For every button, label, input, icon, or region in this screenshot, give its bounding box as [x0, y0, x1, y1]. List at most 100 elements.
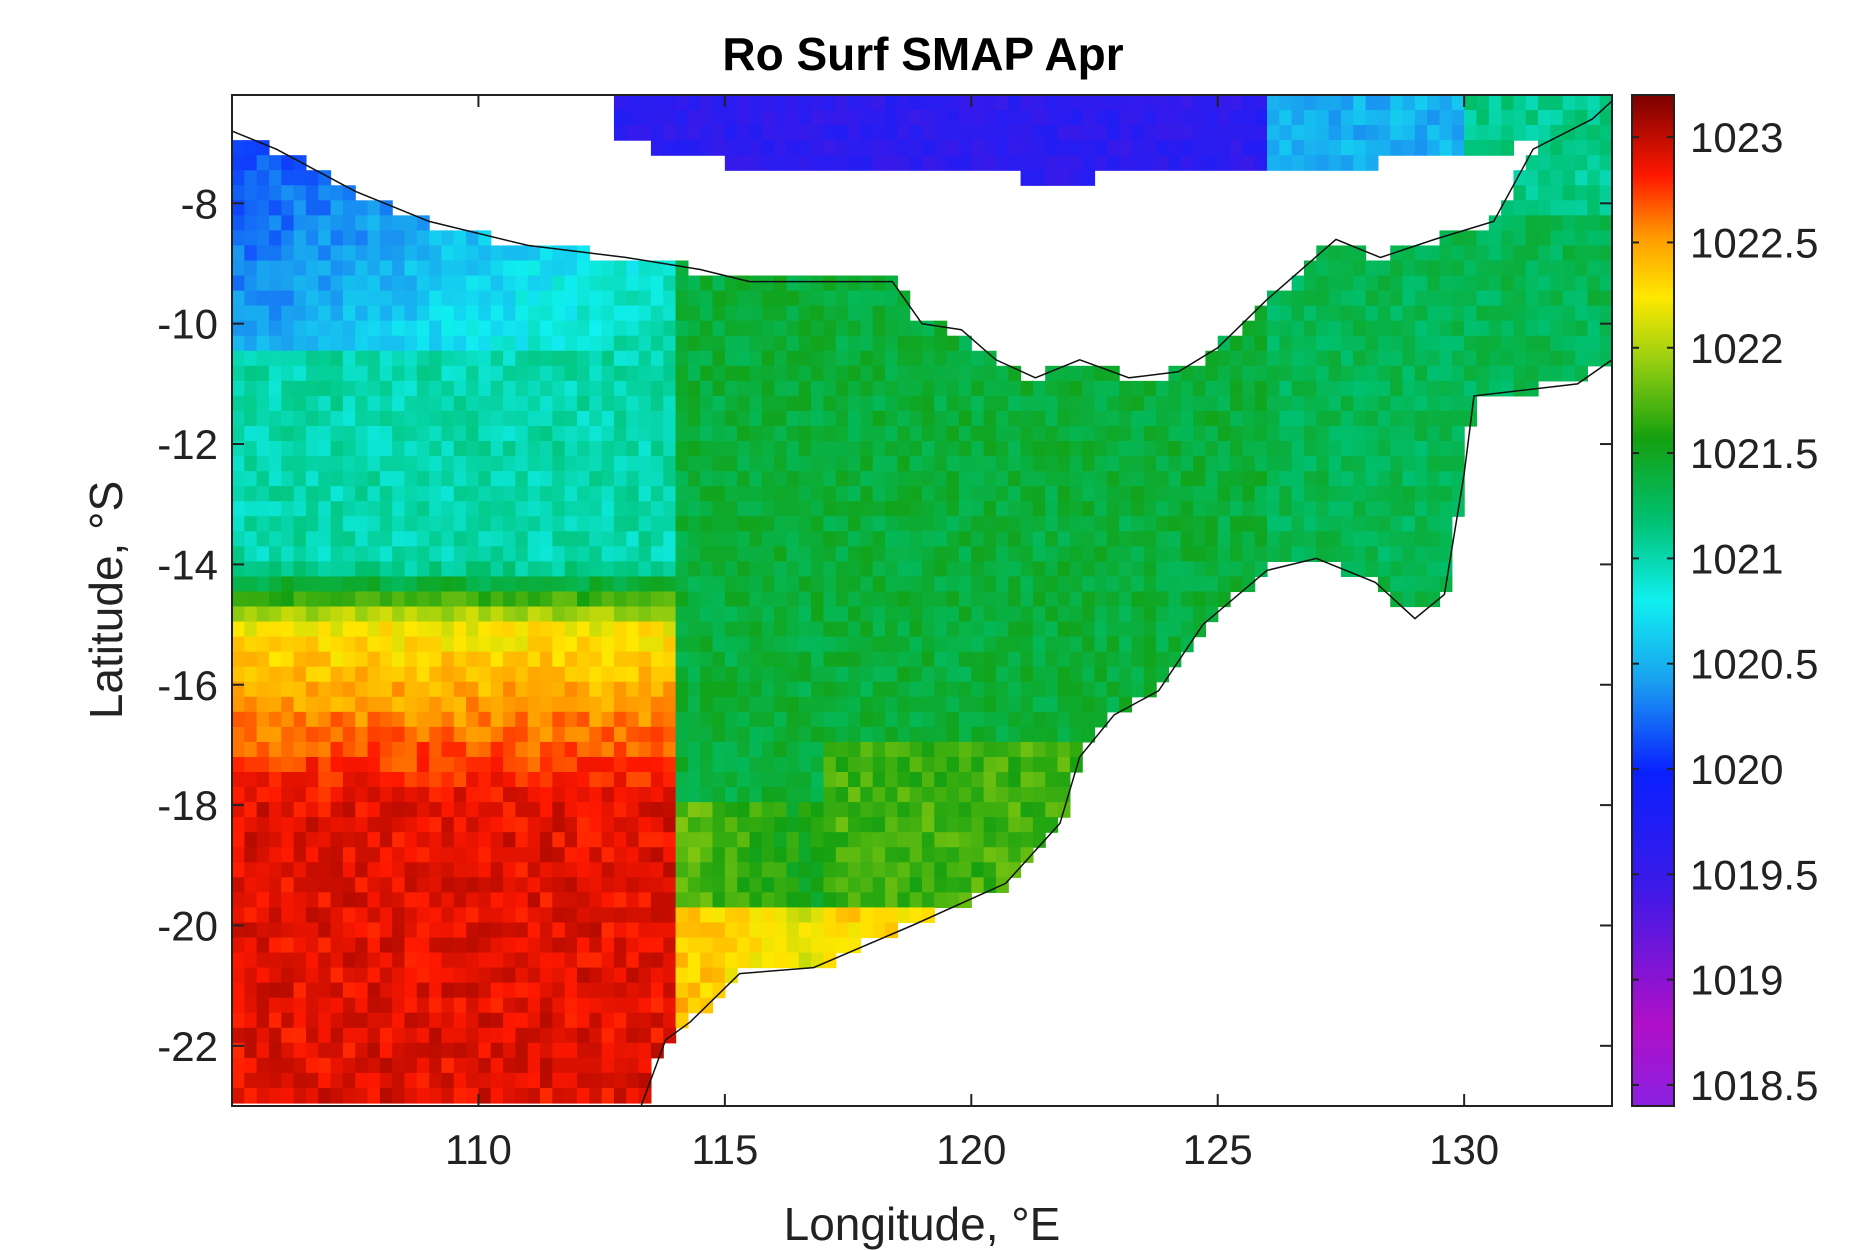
heatmap-cell	[626, 95, 640, 111]
heatmap-cell	[724, 817, 738, 833]
heatmap-cell	[355, 802, 369, 818]
heatmap-cell	[268, 726, 282, 743]
heatmap-cell	[761, 772, 775, 788]
heatmap-cell	[811, 380, 825, 397]
heatmap-cell	[798, 305, 812, 322]
heatmap-cell	[774, 862, 788, 878]
heatmap-cell	[786, 787, 800, 803]
heatmap-cell	[404, 937, 418, 954]
heatmap-cell	[638, 877, 652, 893]
heatmap-cell	[1291, 275, 1305, 292]
heatmap-cell	[1538, 200, 1551, 216]
heatmap-cell	[503, 1012, 516, 1029]
heatmap-cell	[552, 817, 566, 833]
heatmap-cell	[1427, 95, 1441, 111]
heatmap-cell	[540, 290, 553, 307]
heatmap-cell	[700, 456, 714, 472]
colorbar-tick-label: 1022.5	[1690, 219, 1818, 266]
heatmap-cell	[232, 832, 245, 848]
heatmap-cell	[811, 772, 825, 788]
heatmap-cell	[589, 260, 603, 277]
heatmap-cell	[429, 1012, 443, 1029]
heatmap-cell	[1032, 681, 1046, 698]
heatmap-cell	[922, 155, 935, 171]
heatmap-cell	[798, 425, 812, 442]
heatmap-cell	[687, 290, 701, 307]
heatmap-cell	[244, 561, 258, 578]
heatmap-cell	[515, 365, 529, 382]
heatmap-cell	[811, 486, 825, 502]
heatmap-cell	[441, 636, 455, 653]
heatmap-cell	[1353, 516, 1367, 532]
heatmap-cell	[638, 486, 652, 502]
heatmap-cell	[318, 802, 332, 818]
heatmap-cell	[552, 1042, 566, 1059]
heatmap-cell	[1402, 320, 1416, 337]
heatmap-cell	[1377, 395, 1391, 412]
y-tick-label: -16	[157, 662, 218, 709]
heatmap-cell	[983, 711, 997, 728]
heatmap-cell	[416, 501, 430, 517]
heatmap-cell	[897, 892, 911, 909]
heatmap-cell	[1279, 290, 1293, 307]
heatmap-cell	[909, 772, 923, 788]
heatmap-cell	[774, 305, 788, 322]
heatmap-cell	[404, 606, 418, 623]
heatmap-cell	[1008, 741, 1022, 758]
heatmap-cell	[515, 967, 529, 984]
heatmap-cell	[872, 696, 886, 713]
heatmap-cell	[416, 1072, 430, 1089]
heatmap-cell	[613, 350, 627, 367]
heatmap-cell	[737, 832, 751, 848]
heatmap-cell	[355, 425, 369, 442]
heatmap-cell	[626, 441, 640, 457]
heatmap-cell	[540, 410, 553, 427]
heatmap-cell	[885, 486, 898, 502]
heatmap-cell	[367, 817, 381, 833]
heatmap-cell	[1439, 125, 1453, 141]
heatmap-cell	[1168, 395, 1182, 412]
heatmap-cell	[1513, 305, 1527, 322]
heatmap-cell	[1501, 110, 1515, 126]
heatmap-cell	[515, 410, 529, 427]
heatmap-cell	[872, 305, 886, 322]
heatmap-cell	[515, 561, 529, 578]
heatmap-cell	[416, 275, 430, 292]
heatmap-cell	[342, 847, 356, 863]
heatmap-cell	[934, 832, 948, 848]
heatmap-cell	[922, 621, 935, 638]
heatmap-cell	[268, 591, 282, 608]
heatmap-cell	[564, 576, 578, 593]
heatmap-cell	[885, 862, 898, 878]
heatmap-cell	[1217, 365, 1231, 382]
heatmap-cell	[1143, 140, 1157, 156]
heatmap-cell	[1217, 155, 1231, 171]
heatmap-cell	[897, 471, 911, 487]
heatmap-cell	[1143, 516, 1157, 532]
heatmap-cell	[515, 862, 529, 878]
heatmap-cell	[416, 937, 430, 954]
heatmap-cell	[1156, 425, 1170, 442]
heatmap-cell	[650, 621, 664, 638]
heatmap-cell	[1094, 561, 1108, 578]
heatmap-cell	[540, 365, 553, 382]
heatmap-cell	[650, 937, 664, 954]
heatmap-cell	[404, 350, 418, 367]
heatmap-cell	[1402, 110, 1416, 126]
heatmap-cell	[392, 215, 406, 231]
heatmap-cell	[1180, 456, 1194, 472]
heatmap-cell	[897, 907, 911, 924]
heatmap-cell	[1217, 395, 1231, 412]
heatmap-cell	[1328, 365, 1342, 382]
heatmap-cell	[1427, 441, 1441, 457]
heatmap-cell	[589, 907, 603, 924]
heatmap-cell	[244, 982, 258, 999]
heatmap-cell	[613, 125, 627, 141]
heatmap-cell	[318, 200, 332, 216]
heatmap-cell	[601, 1072, 615, 1089]
heatmap-cell	[749, 576, 763, 593]
heatmap-cell	[281, 456, 295, 472]
heatmap-cell	[293, 245, 307, 262]
heatmap-cell	[305, 681, 319, 698]
heatmap-cell	[232, 501, 245, 517]
